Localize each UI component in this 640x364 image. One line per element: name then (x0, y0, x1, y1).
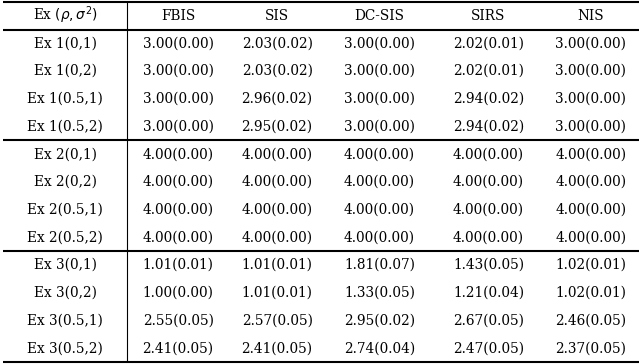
Text: 3.00(0.00): 3.00(0.00) (556, 92, 627, 106)
Text: 4.00(0.00): 4.00(0.00) (241, 175, 313, 189)
Text: 4.00(0.00): 4.00(0.00) (556, 230, 627, 245)
Text: Ex 2(0.5,2): Ex 2(0.5,2) (27, 230, 103, 245)
Text: 2.94(0.02): 2.94(0.02) (453, 119, 524, 134)
Text: 2.95(0.02): 2.95(0.02) (241, 119, 313, 134)
Text: Ex 1(0.5,1): Ex 1(0.5,1) (27, 92, 103, 106)
Text: 4.00(0.00): 4.00(0.00) (453, 203, 524, 217)
Text: 2.57(0.05): 2.57(0.05) (242, 314, 313, 328)
Text: 3.00(0.00): 3.00(0.00) (344, 64, 415, 78)
Text: 2.02(0.01): 2.02(0.01) (453, 36, 524, 50)
Text: 4.00(0.00): 4.00(0.00) (453, 175, 524, 189)
Text: 1.01(0.01): 1.01(0.01) (143, 258, 214, 272)
Text: 2.41(0.05): 2.41(0.05) (143, 341, 214, 355)
Text: Ex 2(0,2): Ex 2(0,2) (33, 175, 97, 189)
Text: 2.47(0.05): 2.47(0.05) (453, 341, 524, 355)
Text: Ex 3(0.5,2): Ex 3(0.5,2) (27, 341, 103, 355)
Text: 4.00(0.00): 4.00(0.00) (556, 203, 627, 217)
Text: 2.55(0.05): 2.55(0.05) (143, 314, 214, 328)
Text: Ex $(\rho, \sigma^2)$: Ex $(\rho, \sigma^2)$ (33, 5, 97, 27)
Text: 2.03(0.02): 2.03(0.02) (242, 36, 313, 50)
Text: 4.00(0.00): 4.00(0.00) (241, 203, 313, 217)
Text: Ex 2(0.5,1): Ex 2(0.5,1) (27, 203, 103, 217)
Text: DC-SIS: DC-SIS (355, 9, 404, 23)
Text: 2.03(0.02): 2.03(0.02) (242, 64, 313, 78)
Text: 3.00(0.00): 3.00(0.00) (556, 36, 627, 50)
Text: 1.21(0.04): 1.21(0.04) (453, 286, 524, 300)
Text: 3.00(0.00): 3.00(0.00) (556, 64, 627, 78)
Text: 3.00(0.00): 3.00(0.00) (344, 92, 415, 106)
Text: 4.00(0.00): 4.00(0.00) (556, 147, 627, 161)
Text: 4.00(0.00): 4.00(0.00) (453, 230, 524, 245)
Text: 2.67(0.05): 2.67(0.05) (453, 314, 524, 328)
Text: Ex 3(0.5,1): Ex 3(0.5,1) (27, 314, 103, 328)
Text: 1.00(0.00): 1.00(0.00) (143, 286, 214, 300)
Text: 4.00(0.00): 4.00(0.00) (344, 203, 415, 217)
Text: 4.00(0.00): 4.00(0.00) (453, 147, 524, 161)
Text: 1.01(0.01): 1.01(0.01) (242, 286, 313, 300)
Text: 3.00(0.00): 3.00(0.00) (344, 119, 415, 134)
Text: SIS: SIS (265, 9, 289, 23)
Text: Ex 1(0.5,2): Ex 1(0.5,2) (27, 119, 103, 134)
Text: Ex 1(0,2): Ex 1(0,2) (33, 64, 97, 78)
Text: 2.46(0.05): 2.46(0.05) (556, 314, 627, 328)
Text: 2.95(0.02): 2.95(0.02) (344, 314, 415, 328)
Text: 4.00(0.00): 4.00(0.00) (143, 230, 214, 245)
Text: FBIS: FBIS (161, 9, 195, 23)
Text: 2.02(0.01): 2.02(0.01) (453, 64, 524, 78)
Text: 3.00(0.00): 3.00(0.00) (143, 64, 214, 78)
Text: SIRS: SIRS (471, 9, 506, 23)
Text: NIS: NIS (577, 9, 604, 23)
Text: 4.00(0.00): 4.00(0.00) (344, 175, 415, 189)
Text: Ex 2(0,1): Ex 2(0,1) (33, 147, 97, 161)
Text: 1.33(0.05): 1.33(0.05) (344, 286, 415, 300)
Text: Ex 1(0,1): Ex 1(0,1) (33, 36, 97, 50)
Text: 3.00(0.00): 3.00(0.00) (143, 119, 214, 134)
Text: 2.94(0.02): 2.94(0.02) (453, 92, 524, 106)
Text: Ex 3(0,2): Ex 3(0,2) (33, 286, 97, 300)
Text: 2.74(0.04): 2.74(0.04) (344, 341, 415, 355)
Text: 4.00(0.00): 4.00(0.00) (143, 203, 214, 217)
Text: 2.41(0.05): 2.41(0.05) (241, 341, 313, 355)
Text: 3.00(0.00): 3.00(0.00) (143, 92, 214, 106)
Text: 4.00(0.00): 4.00(0.00) (556, 175, 627, 189)
Text: 3.00(0.00): 3.00(0.00) (556, 119, 627, 134)
Text: 4.00(0.00): 4.00(0.00) (241, 230, 313, 245)
Text: 4.00(0.00): 4.00(0.00) (241, 147, 313, 161)
Text: Ex 3(0,1): Ex 3(0,1) (33, 258, 97, 272)
Text: 4.00(0.00): 4.00(0.00) (344, 230, 415, 245)
Text: 2.37(0.05): 2.37(0.05) (556, 341, 627, 355)
Text: 1.81(0.07): 1.81(0.07) (344, 258, 415, 272)
Text: 4.00(0.00): 4.00(0.00) (143, 147, 214, 161)
Text: 1.43(0.05): 1.43(0.05) (453, 258, 524, 272)
Text: 2.96(0.02): 2.96(0.02) (241, 92, 313, 106)
Text: 3.00(0.00): 3.00(0.00) (143, 36, 214, 50)
Text: 1.02(0.01): 1.02(0.01) (556, 258, 627, 272)
Text: 4.00(0.00): 4.00(0.00) (143, 175, 214, 189)
Text: 4.00(0.00): 4.00(0.00) (344, 147, 415, 161)
Text: 3.00(0.00): 3.00(0.00) (344, 36, 415, 50)
Text: 1.02(0.01): 1.02(0.01) (556, 286, 627, 300)
Text: 1.01(0.01): 1.01(0.01) (242, 258, 313, 272)
